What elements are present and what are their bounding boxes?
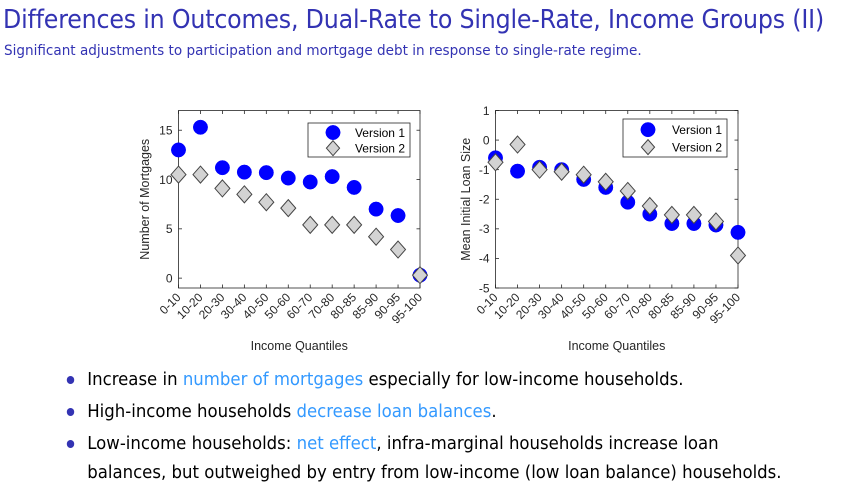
y-tick-label: 0	[166, 271, 173, 285]
data-point-version-1	[193, 119, 208, 135]
bullet-item: Low-income households: net effect, infra…	[64, 429, 808, 487]
data-point-version-2	[214, 179, 231, 198]
legend-marker-version-2	[325, 139, 341, 157]
y-tick-label: -1	[479, 163, 490, 177]
y-tick-label: 15	[159, 124, 173, 138]
charts-canvas: 0510150-1010-2020-3030-4040-5050-6060-70…	[138, 104, 747, 353]
bullet-highlight: number of mortgages	[182, 369, 364, 390]
x-axis-label: Income Quantiles	[568, 339, 665, 353]
data-point-version-1	[346, 179, 362, 195]
y-tick-label: 1	[483, 104, 490, 118]
bullet-text-a: Low-income households:	[87, 433, 297, 454]
data-point-version-2	[389, 240, 407, 259]
data-point-version-2	[729, 246, 747, 265]
y-tick-label: 0	[483, 133, 490, 147]
data-point-version-2	[411, 265, 429, 285]
data-point-version-2	[531, 160, 548, 179]
data-point-version-1	[730, 224, 746, 240]
bullet-text-b: especially for low-income households.	[363, 369, 684, 390]
data-point-version-2	[258, 192, 275, 212]
legend-marker-version-1	[640, 122, 656, 138]
bullet-text-a: Increase in	[87, 369, 183, 390]
legend-label-version-1: Version 1	[672, 123, 722, 137]
legend-label-version-1: Version 1	[355, 126, 405, 140]
data-point-version-1	[258, 165, 274, 181]
bullet-highlight: net effect	[296, 433, 377, 454]
bullet-icon	[66, 440, 75, 448]
y-tick-label: -3	[479, 222, 490, 236]
data-point-version-2	[619, 181, 636, 201]
legend-marker-version-1	[325, 125, 341, 140]
legend-marker-version-2	[640, 138, 656, 156]
slide-subtitle: Significant adjustments to participation…	[4, 42, 642, 59]
y-tick-label: -2	[479, 193, 490, 207]
legend-box	[307, 122, 411, 158]
data-point-version-2	[641, 196, 658, 216]
chart-mean-initial-loan-size: -5-4-3-2-1010-1010-2020-3030-4040-5050-6…	[459, 104, 747, 353]
data-point-version-1	[510, 163, 525, 179]
data-point-version-2	[575, 165, 592, 184]
y-tick-label: -4	[479, 252, 490, 266]
data-point-version-2	[597, 172, 614, 192]
data-point-version-1	[214, 160, 230, 176]
data-point-version-1	[302, 174, 318, 190]
bullet-highlight: decrease loan balances	[296, 401, 492, 422]
data-point-version-1	[390, 208, 406, 223]
data-point-version-2	[302, 215, 319, 235]
data-point-version-2	[236, 185, 253, 204]
data-point-version-2	[509, 135, 526, 154]
bullet-icon	[66, 408, 75, 416]
bullet-list: Increase in number of mortgages especial…	[64, 365, 864, 490]
data-point-version-2	[192, 165, 209, 184]
bullet-text-b: , infra-marginal households increase loa…	[376, 433, 719, 454]
data-point-version-2	[707, 212, 725, 231]
bullet-continuation: balances, but outweighed by entry from l…	[87, 462, 782, 483]
data-point-version-1	[171, 142, 186, 158]
data-point-version-2	[487, 153, 504, 172]
data-point-version-1	[368, 201, 384, 217]
legend-label-version-2: Version 2	[672, 140, 722, 154]
y-axis-label: Number of Mortgages	[138, 139, 152, 260]
data-point-version-2	[367, 227, 385, 246]
data-point-version-2	[553, 162, 570, 181]
bullet-item: High-income households decrease loan bal…	[64, 397, 808, 426]
legend-label-version-2: Version 2	[355, 141, 405, 155]
data-point-version-2	[324, 215, 341, 235]
bullet-text-b: .	[491, 401, 497, 422]
bullet-item: Increase in number of mortgages especial…	[64, 365, 808, 394]
data-point-version-2	[345, 215, 363, 235]
data-point-version-2	[685, 205, 703, 225]
x-axis-label: Income Quantiles	[251, 339, 348, 353]
data-point-version-2	[663, 205, 681, 225]
slide-title: Differences in Outcomes, Dual-Rate to Si…	[3, 5, 825, 35]
y-tick-label: -5	[479, 281, 490, 295]
bullet-icon	[66, 376, 75, 384]
y-axis-label: Mean Initial Loan Size	[459, 138, 473, 261]
data-point-version-1	[236, 164, 252, 180]
bullet-text-a: High-income households	[87, 401, 297, 422]
legend-box	[622, 118, 728, 158]
data-point-version-2	[280, 198, 297, 218]
chart-number-of-mortgages: 0510150-1010-2020-3030-4040-5050-6060-70…	[138, 110, 429, 353]
data-point-version-1	[324, 169, 340, 185]
legend: Version 1 Version 2	[622, 118, 728, 158]
y-tick-label: 10	[159, 173, 173, 187]
data-point-version-1	[280, 170, 296, 186]
data-point-version-2	[170, 165, 187, 184]
y-tick-label: 5	[166, 222, 173, 236]
axes-box	[178, 110, 421, 289]
